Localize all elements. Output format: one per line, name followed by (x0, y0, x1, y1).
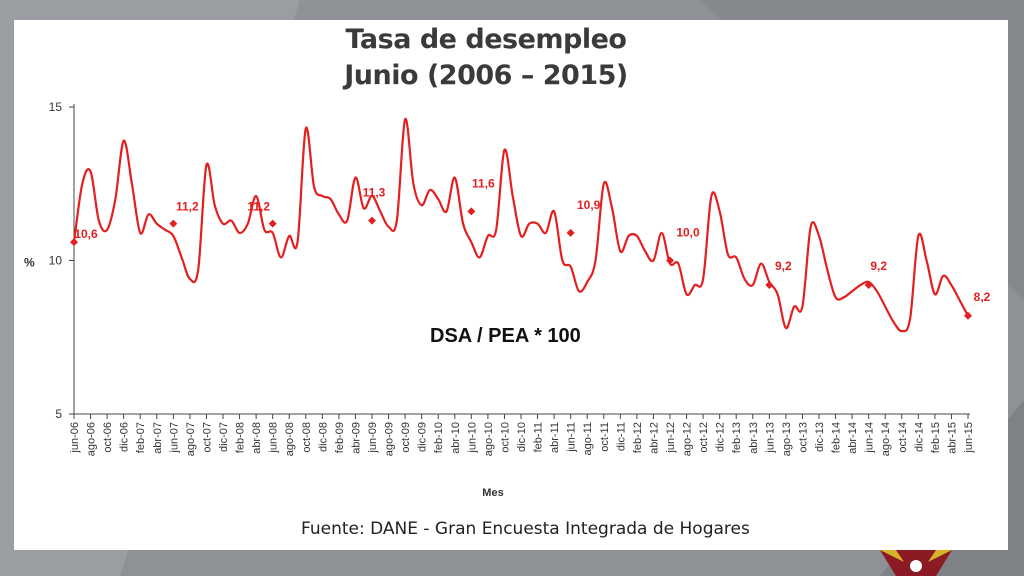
x-tick-label: ago-13 (781, 422, 793, 456)
data-label: 10,0 (676, 226, 700, 240)
x-tick-label: feb-09 (334, 422, 346, 453)
x-tick-label: abr-07 (152, 422, 164, 454)
data-label: 11,3 (363, 186, 386, 200)
x-tick-label: dic-10 (516, 422, 528, 452)
x-tick-label: abr-09 (350, 422, 362, 454)
data-label: 11,2 (176, 200, 199, 214)
x-tick-label: feb-08 (235, 422, 247, 453)
x-tick-label: oct-14 (897, 422, 909, 453)
data-point-marker (566, 228, 575, 237)
x-tick-label: oct-09 (400, 422, 412, 453)
data-point-marker (268, 219, 277, 228)
x-tick-label: ago-12 (682, 422, 694, 456)
x-tick-label: jun-10 (466, 422, 478, 454)
y-axis-label: % (24, 256, 35, 270)
x-axis-label: Mes (482, 487, 503, 499)
x-tick-label: ago-10 (483, 422, 495, 456)
x-tick-label: jun-12 (665, 422, 677, 454)
data-point-marker (169, 219, 178, 228)
x-tick-label: abr-14 (847, 422, 859, 454)
x-tick-label: dic-12 (715, 422, 727, 452)
data-point-marker (765, 281, 774, 290)
data-point-marker (666, 256, 674, 265)
x-tick-label: ago-11 (582, 422, 594, 455)
data-point-marker (70, 238, 78, 247)
x-tick-label: dic-08 (317, 422, 329, 452)
x-tick-label: ago-07 (185, 422, 197, 456)
data-point-marker (964, 311, 972, 320)
data-point-marker (864, 281, 873, 290)
x-tick-label: dic-13 (814, 422, 826, 452)
chart-subtitle: Junio (2006 – 2015) (344, 60, 628, 91)
x-tick-label: dic-11 (615, 422, 627, 451)
x-tick-label: abr-12 (648, 422, 660, 454)
data-label: 9,2 (870, 259, 887, 273)
formula-annotation: DSA / PEA * 100 (430, 325, 581, 347)
x-tick-label: jun-11 (566, 422, 578, 453)
x-tick-label: dic-07 (218, 422, 230, 452)
data-label: 10,9 (577, 198, 601, 212)
y-tick-label: 5 (55, 407, 62, 421)
x-tick-label: dic-09 (417, 422, 429, 452)
series-line (72, 118, 969, 333)
logo-emblem (880, 550, 952, 576)
x-tick-label: oct-13 (797, 422, 809, 453)
x-tick-label: ago-09 (384, 422, 396, 456)
x-tick-label: oct-10 (499, 422, 511, 453)
x-tick-label: abr-08 (251, 422, 263, 454)
source-note: Fuente: DANE - Gran Encuesta Integrada d… (301, 519, 750, 539)
x-tick-label: abr-11 (549, 422, 561, 453)
x-tick-label: jun-06 (69, 422, 81, 454)
x-tick-label: feb-15 (930, 422, 942, 453)
x-tick-label: oct-07 (201, 422, 213, 453)
x-tick-label: dic-14 (913, 422, 925, 452)
chart-panel (14, 20, 1008, 550)
x-tick-label: jun-07 (168, 422, 180, 454)
x-tick-label: oct-11 (599, 422, 611, 452)
data-label: 11,6 (472, 176, 495, 190)
data-label: 10,6 (74, 227, 98, 241)
x-tick-label: feb-10 (433, 422, 445, 453)
x-tick-label: abr-15 (946, 422, 958, 454)
x-tick-label: ago-14 (880, 422, 892, 456)
x-tick-label: abr-13 (748, 422, 760, 454)
x-tick-label: oct-12 (698, 422, 710, 453)
x-tick-label: oct-08 (301, 422, 313, 453)
chart-title: Tasa de desempleo (345, 24, 628, 55)
x-tick-label: dic-06 (119, 422, 131, 452)
x-tick-label: oct-06 (102, 422, 114, 453)
x-tick-label: feb-13 (731, 422, 743, 453)
data-label: 11,2 (247, 200, 270, 214)
x-tick-label: feb-11 (533, 422, 545, 452)
y-tick-label: 15 (49, 100, 63, 114)
data-label: 8,2 (974, 290, 991, 304)
x-tick-label: abr-10 (450, 422, 462, 454)
data-point-marker (368, 216, 376, 225)
x-tick-label: jun-15 (963, 422, 975, 454)
x-tick-label: ago-06 (86, 422, 98, 456)
x-tick-label: jun-09 (367, 422, 379, 454)
x-tick-label: ago-08 (284, 422, 296, 456)
x-tick-label: feb-14 (831, 422, 843, 453)
data-point-marker (467, 207, 476, 216)
data-label: 9,2 (775, 259, 792, 273)
x-tick-label: jun-08 (268, 422, 280, 454)
x-tick-label: feb-12 (632, 422, 644, 453)
y-tick-label: 10 (49, 254, 63, 268)
x-tick-label: feb-07 (135, 422, 147, 453)
x-tick-label: jun-14 (864, 422, 876, 454)
x-tick-label: jun-13 (764, 422, 776, 454)
